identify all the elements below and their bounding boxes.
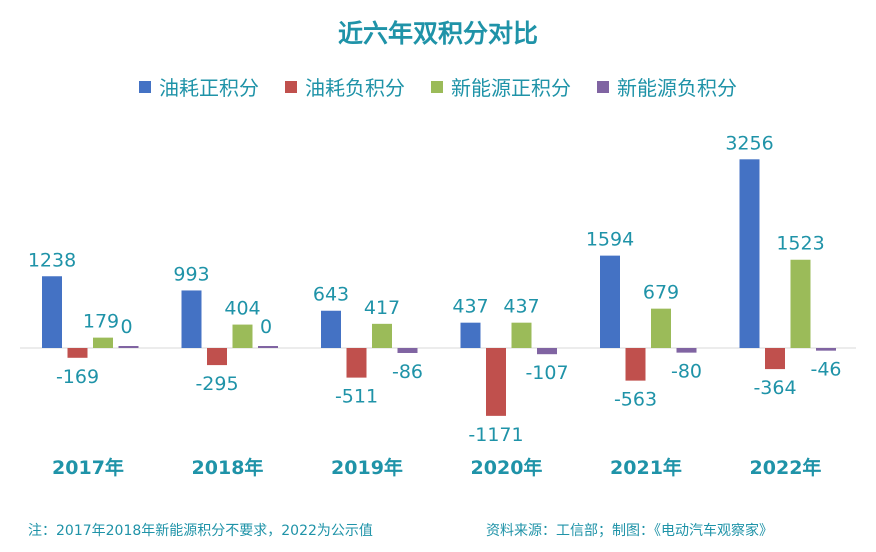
bar-3-3 [372, 323, 392, 348]
bar-5-3 [651, 308, 671, 348]
data-label: -1171 [468, 424, 523, 446]
data-label: 679 [643, 282, 679, 304]
bar-2-3 [232, 324, 253, 348]
data-label: 993 [173, 263, 209, 285]
bar-4-1 [460, 322, 481, 348]
category-label: 2017年 [52, 456, 124, 479]
bar-3-1 [321, 310, 341, 348]
data-label: 643 [313, 284, 349, 306]
legend-swatch [431, 80, 443, 93]
bar-5-4 [676, 348, 697, 353]
category-label: 2020年 [471, 456, 543, 479]
legend-label: 油耗正积分 [159, 76, 259, 100]
data-label: -46 [810, 359, 841, 381]
bar-4-2 [486, 348, 506, 416]
bar-5-2 [625, 348, 646, 381]
bar-6-2 [765, 348, 785, 370]
data-label: -80 [671, 361, 702, 383]
data-label: -364 [753, 377, 796, 399]
bar-6-1 [739, 159, 760, 348]
data-label: 404 [224, 298, 260, 320]
data-label: 1594 [586, 229, 634, 251]
data-label: 3256 [725, 132, 773, 154]
bar-1-4 [118, 346, 139, 348]
data-label: -86 [392, 361, 423, 383]
bar-4-3 [511, 322, 532, 348]
data-label: -107 [525, 362, 568, 384]
data-label: 0 [121, 316, 133, 338]
bar-2-1 [181, 290, 202, 348]
data-label: -511 [335, 386, 378, 408]
bar-1-2 [67, 348, 88, 358]
legend: 油耗正积分 油耗负积分 新能源正积分 新能源负积分 [0, 72, 876, 101]
legend-label: 新能源正积分 [451, 76, 571, 100]
data-label: 437 [452, 296, 488, 318]
source-credit: 资料来源：工信部；制图：《电动汽车观察家》 [486, 523, 773, 539]
bar-5-1 [600, 255, 620, 348]
category-label: 2021年 [610, 456, 682, 479]
footnote: 注：2017年2018年新能源积分不要求，2022为公示值 [28, 523, 373, 539]
chart-title: 近六年双积分对比 [337, 19, 538, 48]
bar-2-4 [258, 346, 278, 348]
bar-3-2 [346, 348, 367, 378]
data-label: 437 [503, 296, 539, 318]
legend-item-4: 新能源负积分 [597, 72, 737, 101]
category-label: 2022年 [750, 456, 822, 479]
data-label: 0 [260, 316, 272, 338]
data-label: 179 [83, 311, 119, 333]
legend-label: 油耗负积分 [305, 76, 405, 100]
bar-6-3 [790, 259, 811, 348]
legend-swatch [285, 80, 297, 93]
bar-6-4 [816, 348, 836, 351]
data-label: -563 [614, 389, 657, 411]
legend-item-2: 油耗负积分 [285, 72, 405, 101]
data-label: -169 [56, 366, 99, 388]
legend-label: 新能源负积分 [617, 76, 737, 100]
legend-item-3: 新能源正积分 [431, 72, 571, 101]
legend-swatch [597, 80, 609, 93]
bar-2-2 [207, 348, 227, 366]
data-label: -295 [195, 373, 238, 395]
data-label: 1523 [776, 233, 824, 255]
data-label: 417 [364, 297, 400, 319]
data-label: 1238 [28, 249, 76, 271]
bar-1-1 [42, 276, 62, 348]
bar-3-4 [397, 348, 418, 353]
bar-4-4 [537, 348, 557, 355]
bar-1-3 [93, 337, 113, 348]
category-label: 2019年 [331, 456, 403, 479]
legend-item-1: 油耗正积分 [139, 72, 259, 101]
category-label: 2018年 [192, 456, 264, 479]
legend-swatch [139, 80, 151, 93]
